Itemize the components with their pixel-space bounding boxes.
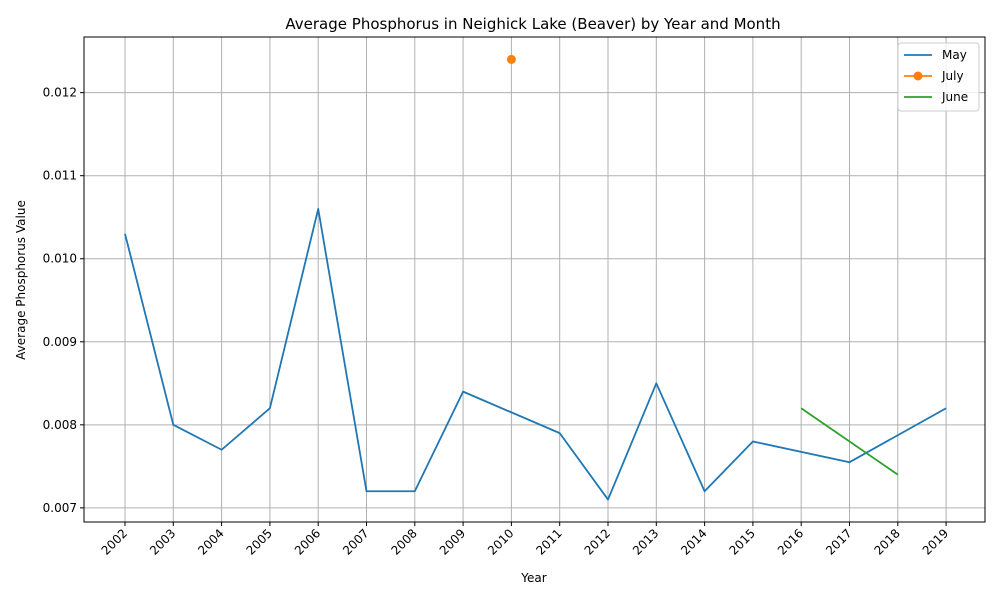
plot-frame (83, 36, 986, 523)
x-tick-label: 2011 (533, 526, 564, 557)
chart-title: Average Phosphorus in Neighick Lake (Bea… (285, 15, 780, 33)
x-axis: 2002 2003 2004 2005 2006 2007 2008 2009 2010 2011… (99, 522, 951, 558)
x-tick-label: 2015 (727, 526, 758, 557)
x-tick-label: 2014 (678, 526, 709, 557)
x-tick-label: 2013 (630, 526, 661, 557)
x-tick-label: 2004 (195, 526, 226, 557)
x-tick-label: 2006 (292, 526, 323, 557)
legend-label: June (941, 90, 968, 104)
series-layer (124, 54, 947, 501)
y-axis-title: Average Phosphorus Value (14, 200, 28, 360)
data-point-july (506, 54, 516, 64)
y-tick-label: 0.009 (43, 335, 77, 349)
y-tick-label: 0.007 (43, 501, 77, 515)
series-line-may (124, 208, 947, 501)
x-tick-label: 2005 (244, 526, 275, 557)
legend-marker (913, 71, 923, 81)
x-tick-label: 2016 (775, 526, 806, 557)
legend-label: May (942, 48, 967, 62)
legend-label: July (941, 69, 964, 83)
x-tick-label: 2002 (99, 526, 130, 557)
legend: May July June (897, 42, 980, 112)
y-tick-label: 0.008 (43, 418, 77, 432)
series-line-june (800, 407, 899, 476)
x-axis-title: Year (520, 571, 546, 585)
y-tick-label: 0.010 (43, 252, 77, 266)
x-tick-label: 2019 (920, 526, 951, 557)
x-tick-label: 2012 (582, 526, 613, 557)
y-tick-label: 0.011 (43, 169, 77, 183)
x-tick-label: 2009 (437, 526, 468, 557)
x-tick-label: 2003 (147, 526, 178, 557)
x-tick-label: 2010 (485, 526, 516, 557)
y-axis: 0.007 0.008 0.009 0.010 0.011 0.012 (43, 86, 84, 515)
x-tick-label: 2018 (871, 526, 902, 557)
x-tick-label: 2007 (340, 526, 371, 557)
legend-box (897, 42, 980, 112)
x-tick-label: 2008 (388, 526, 419, 557)
y-tick-label: 0.012 (43, 86, 77, 100)
x-tick-label: 2017 (823, 526, 854, 557)
